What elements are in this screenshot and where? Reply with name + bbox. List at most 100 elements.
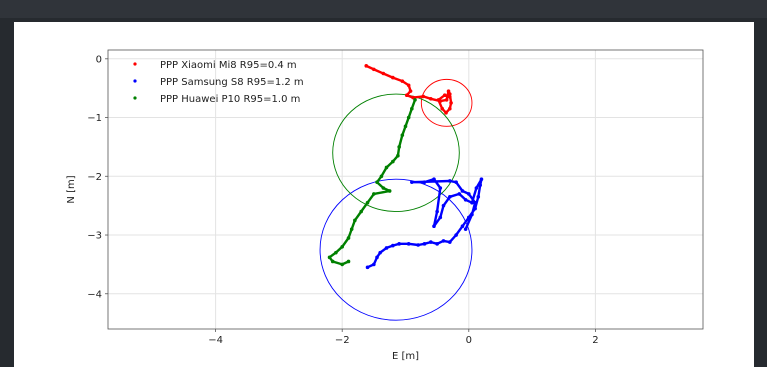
y-tick-label: 0 xyxy=(96,54,102,65)
data-point xyxy=(410,106,414,111)
data-point xyxy=(474,186,479,190)
data-point xyxy=(413,98,417,102)
x-tick-label: 2 xyxy=(592,335,598,346)
data-point xyxy=(375,255,379,260)
top-strip xyxy=(0,0,767,18)
y-axis-label: N [m] xyxy=(66,175,77,203)
data-point xyxy=(460,189,465,193)
x-tick-label: −4 xyxy=(208,335,223,346)
y-tick-label: −1 xyxy=(87,113,102,124)
data-point xyxy=(353,218,357,223)
data-point xyxy=(435,209,439,214)
legend-label: PPP Samsung S8 R95=1.2 m xyxy=(160,77,304,88)
data-point xyxy=(448,92,452,96)
legend-entry-huawei: PPP Huawei P10 R95=1.0 m xyxy=(133,94,300,105)
data-point xyxy=(466,215,471,220)
circle-layer xyxy=(319,78,473,321)
data-point xyxy=(330,259,335,264)
r95-circle xyxy=(332,93,460,212)
data-point xyxy=(448,179,452,183)
data-point xyxy=(379,174,384,179)
legend-label: PPP Huawei P10 R95=1.0 m xyxy=(160,94,300,105)
data-point xyxy=(364,64,369,68)
data-point xyxy=(463,197,468,202)
data-point xyxy=(334,250,338,255)
data-point xyxy=(365,200,370,205)
data-point xyxy=(448,240,452,244)
data-point xyxy=(381,71,386,76)
legend-marker xyxy=(133,79,137,83)
data-point xyxy=(429,96,433,101)
data-point xyxy=(448,195,452,199)
data-point xyxy=(460,224,465,229)
data-point xyxy=(400,133,405,137)
data-point xyxy=(466,192,471,196)
data-point xyxy=(429,240,433,244)
data-point xyxy=(375,180,379,184)
data-point xyxy=(391,159,395,164)
y-tick-label: −2 xyxy=(87,172,102,183)
data-point xyxy=(473,206,477,211)
data-point xyxy=(404,93,409,98)
legend-marker xyxy=(133,62,137,66)
data-point xyxy=(448,106,452,111)
data-point xyxy=(408,89,413,93)
figure-panel xyxy=(14,22,754,367)
data-point xyxy=(359,209,363,214)
data-point xyxy=(470,200,474,205)
x-tick-label: 0 xyxy=(466,335,472,346)
data-point xyxy=(442,93,447,98)
data-point xyxy=(391,75,395,80)
data-point xyxy=(473,200,477,205)
data-point xyxy=(454,180,458,184)
data-point xyxy=(396,153,400,158)
data-point xyxy=(340,262,345,267)
data-point xyxy=(397,242,401,246)
data-point xyxy=(378,250,382,255)
legend-entry-xiaomi: PPP Xiaomi Mi8 R95=0.4 m xyxy=(133,60,297,71)
data-point xyxy=(438,215,443,220)
data-point xyxy=(435,242,439,246)
data-point xyxy=(438,186,443,190)
data-point xyxy=(406,83,411,88)
data-point xyxy=(422,180,427,184)
grid-layer xyxy=(108,50,703,329)
x-tick-label: −2 xyxy=(335,335,350,346)
data-point xyxy=(327,255,332,260)
legend-entry-samsung: PPP Samsung S8 R95=1.2 m xyxy=(133,77,304,88)
tick-layer: −4 −2 0 2 0 −1 −2 −3 −4 xyxy=(87,54,598,346)
trajectory-line xyxy=(365,64,453,114)
plot-frame xyxy=(107,49,704,330)
legend-marker xyxy=(133,96,137,100)
y-tick-label: −4 xyxy=(87,289,102,300)
data-point xyxy=(463,227,468,231)
data-point xyxy=(391,243,395,248)
data-point xyxy=(346,259,351,264)
data-point xyxy=(436,98,441,102)
data-point xyxy=(444,111,448,115)
x-axis-label: E [m] xyxy=(392,351,419,362)
data-point xyxy=(400,79,405,83)
data-point xyxy=(446,89,451,93)
data-point xyxy=(454,233,458,237)
data-point xyxy=(449,101,453,105)
data-point xyxy=(432,177,436,182)
r95-circle xyxy=(420,78,473,127)
data-point xyxy=(365,265,370,270)
data-point xyxy=(416,243,420,247)
data-point xyxy=(444,98,449,102)
data-point xyxy=(457,192,462,196)
data-point xyxy=(372,262,376,267)
r95-circle xyxy=(319,178,473,321)
data-point xyxy=(397,145,401,149)
point-layer xyxy=(327,64,484,270)
data-point xyxy=(387,189,392,193)
data-point xyxy=(422,242,427,246)
data-point xyxy=(372,67,376,72)
data-point xyxy=(470,212,474,217)
y-tick-label: −3 xyxy=(87,231,102,242)
data-point xyxy=(381,186,386,190)
data-point xyxy=(441,203,446,208)
data-point xyxy=(441,239,446,243)
